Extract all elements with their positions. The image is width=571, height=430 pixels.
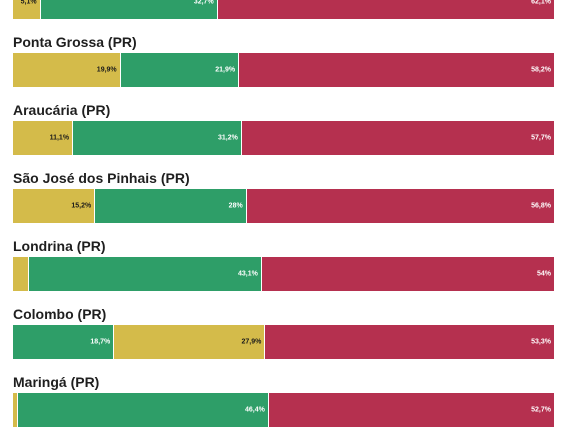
bar-segment-yellow: 15,2%	[13, 189, 96, 223]
bar-segment-green: 21,9%	[120, 53, 240, 87]
stacked-bar: 19,9% 21,9% 58,2%	[13, 53, 554, 87]
segment-value-label: 56,8%	[531, 202, 551, 210]
stacked-bar: 43,1% 54%	[13, 257, 554, 291]
bar-segment-green: 46,4%	[17, 393, 269, 427]
row-title: Ponta Grossa (PR)	[13, 34, 137, 50]
row-title: Colombo (PR)	[13, 306, 107, 322]
segment-value-label: 28%	[228, 202, 243, 210]
segment-value-label: 5,1%	[20, 0, 37, 6]
bar-segment-green: 32,7%	[40, 0, 218, 19]
segment-value-label: 52,7%	[531, 406, 551, 414]
segment-value-label: 11,1%	[49, 134, 70, 142]
bar-segment-red: 53,3%	[265, 325, 554, 359]
segment-value-label: 19,9%	[96, 66, 117, 74]
bar-segment-green: 43,1%	[28, 257, 262, 291]
segment-value-label: 21,9%	[215, 66, 236, 74]
segment-value-label: 58,2%	[531, 66, 551, 74]
bar-segment-green: 28%	[95, 189, 247, 223]
bar-segment-yellow: 5,1%	[13, 0, 41, 19]
bar-segment-yellow: 19,9%	[13, 53, 121, 87]
stacked-bar: 5,1% 32,7% 62,1%	[13, 0, 554, 19]
bar-segment-yellow: 27,9%	[114, 325, 266, 359]
bar-segment-red: 54%	[261, 257, 554, 291]
bar-segment-red: 52,7%	[268, 393, 554, 427]
row-title: Araucária (PR)	[13, 102, 111, 118]
stacked-bar: 15,2% 28% 56,8%	[13, 189, 554, 223]
row-title: Maringá (PR)	[13, 374, 100, 390]
segment-value-label: 18,7%	[90, 338, 111, 346]
segment-value-label: 31,2%	[217, 134, 238, 142]
bar-segment-yellow: 11,1%	[13, 121, 74, 155]
segment-value-label: 62,1%	[531, 0, 551, 6]
segment-value-label: 43,1%	[237, 270, 258, 278]
bar-segment-red: 57,7%	[241, 121, 554, 155]
segment-value-label: 54%	[536, 270, 551, 278]
segment-value-label: 53,3%	[531, 338, 551, 346]
stacked-bar: 18,7% 27,9% 53,3%	[13, 325, 554, 359]
stacked-bar: 46,4% 52,7%	[13, 393, 554, 427]
bar-segment-red: 56,8%	[246, 189, 554, 223]
row-title: Londrina (PR)	[13, 238, 106, 254]
stacked-bar: 11,1% 31,2% 57,7%	[13, 121, 554, 155]
segment-value-label: 57,7%	[531, 134, 551, 142]
bar-segment-yellow	[13, 257, 29, 291]
bar-segment-red: 62,1%	[217, 0, 554, 19]
bar-segment-red: 58,2%	[239, 53, 554, 87]
bar-segment-yellow	[13, 393, 18, 427]
bar-segment-green: 18,7%	[13, 325, 115, 359]
bar-segment-green: 31,2%	[73, 121, 242, 155]
segment-value-label: 32,7%	[193, 0, 214, 6]
row-title: São José dos Pinhais (PR)	[13, 170, 190, 186]
segment-value-label: 46,4%	[245, 406, 265, 414]
segment-value-label: 15,2%	[71, 202, 92, 210]
segment-value-label: 27,9%	[241, 338, 262, 346]
